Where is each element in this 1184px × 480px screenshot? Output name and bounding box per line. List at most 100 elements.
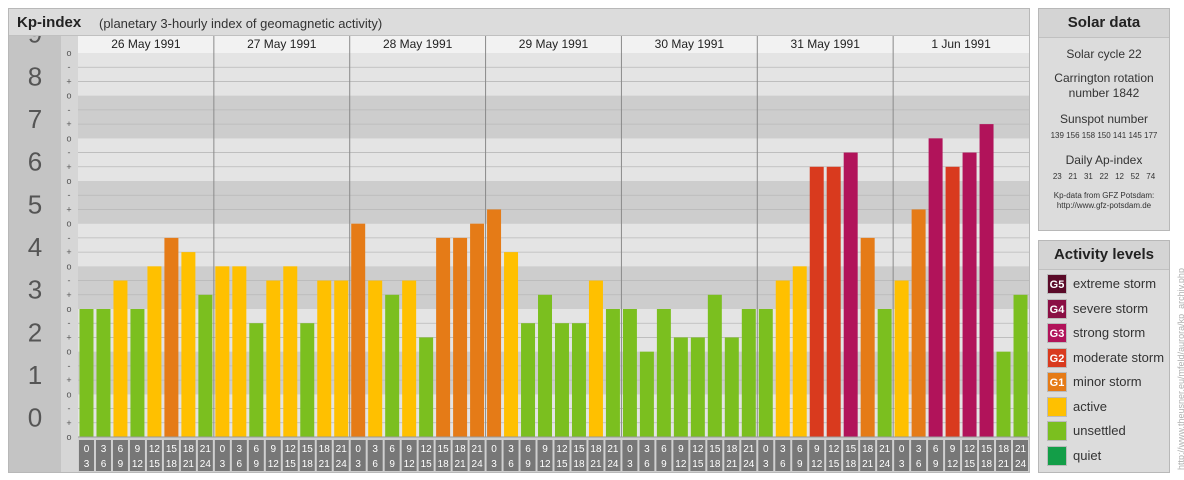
sunspot-title: Sunspot number bbox=[1059, 112, 1149, 126]
time-cell bbox=[860, 440, 876, 471]
credit-url: http://www.theusner.eu/mfeld/aurora/kp_a… bbox=[1176, 268, 1184, 470]
time-label-start: 9 bbox=[678, 444, 684, 455]
time-cell bbox=[316, 440, 332, 471]
activity-level-unsettled: unsettled bbox=[1047, 421, 1167, 441]
time-cell bbox=[758, 440, 774, 471]
date-label: 27 May 1991 bbox=[247, 37, 317, 51]
kp-bar bbox=[317, 280, 332, 437]
time-label-end: 9 bbox=[797, 459, 803, 470]
time-label-start: 9 bbox=[950, 444, 956, 455]
time-label-start: 6 bbox=[254, 444, 260, 455]
y-minor-column bbox=[61, 36, 78, 472]
kp-bar bbox=[504, 252, 519, 437]
time-label-end: 3 bbox=[763, 459, 769, 470]
time-label-end: 24 bbox=[879, 459, 891, 470]
kp-bar bbox=[79, 309, 94, 437]
time-label-end: 6 bbox=[644, 459, 650, 470]
kp-bar bbox=[215, 266, 230, 437]
time-label-end: 18 bbox=[302, 459, 314, 470]
kp-bar bbox=[996, 351, 1011, 437]
time-cell bbox=[231, 440, 247, 471]
kp-bar bbox=[470, 223, 485, 437]
time-label-end: 24 bbox=[743, 459, 755, 470]
chart-subtitle: (planetary 3-hourly index of geomagnetic… bbox=[99, 16, 383, 31]
time-label-end: 24 bbox=[336, 459, 348, 470]
kp-bar bbox=[96, 309, 111, 437]
y-minor-tick-label: + bbox=[66, 76, 71, 86]
time-cell bbox=[350, 440, 366, 471]
time-cell bbox=[622, 440, 638, 471]
y-minor-tick-label: o bbox=[66, 48, 71, 58]
time-cell bbox=[775, 440, 791, 471]
time-label-end: 15 bbox=[828, 459, 840, 470]
time-label-start: 12 bbox=[828, 444, 840, 455]
kp-bar bbox=[826, 166, 841, 438]
kp-bar bbox=[979, 124, 994, 437]
ap-values: 23 21 31 22 12 52 74 bbox=[1052, 172, 1156, 181]
carrington-line-1: Carrington rotation bbox=[1054, 71, 1154, 85]
source-line-2: http://www.gfz-potsdam.de bbox=[1056, 201, 1152, 210]
kp-band bbox=[78, 138, 1029, 181]
time-label-start: 18 bbox=[998, 444, 1010, 455]
time-label-end: 18 bbox=[438, 459, 450, 470]
time-label-end: 24 bbox=[1015, 459, 1027, 470]
kp-band bbox=[78, 223, 1029, 267]
time-cell bbox=[656, 440, 672, 471]
time-cell bbox=[707, 440, 723, 471]
time-cell bbox=[520, 440, 536, 471]
time-label-end: 15 bbox=[556, 459, 568, 470]
time-label-end: 21 bbox=[319, 459, 331, 470]
kp-bar bbox=[894, 280, 909, 437]
activity-level-label: strong storm bbox=[1073, 325, 1146, 340]
kp-bar bbox=[402, 280, 417, 437]
kp-bar bbox=[283, 266, 298, 437]
activity-level-badge: G3 bbox=[1047, 323, 1067, 343]
y-minor-tick-label: + bbox=[66, 204, 71, 214]
time-label-start: 0 bbox=[627, 444, 633, 455]
time-cell bbox=[469, 440, 485, 471]
kp-bar bbox=[300, 323, 315, 437]
activity-level-label: moderate storm bbox=[1073, 349, 1165, 365]
time-label-end: 12 bbox=[132, 459, 144, 470]
time-label-start: 21 bbox=[879, 444, 891, 455]
time-cell bbox=[418, 440, 434, 471]
y-minor-tick-label: + bbox=[66, 119, 71, 129]
time-cell bbox=[79, 440, 94, 471]
y-tick-label: 3 bbox=[28, 275, 42, 305]
time-label-start: 15 bbox=[166, 444, 178, 455]
kp-bar bbox=[555, 323, 569, 437]
time-label-end: 9 bbox=[118, 459, 124, 470]
time-label-end: 3 bbox=[627, 459, 633, 470]
activity-level-badge bbox=[1047, 396, 1067, 417]
time-label-end: 15 bbox=[692, 459, 704, 470]
kp-bar bbox=[198, 294, 213, 437]
time-label-start: 21 bbox=[743, 444, 755, 455]
kp-bar bbox=[368, 280, 383, 437]
time-label-start: 12 bbox=[285, 444, 297, 455]
time-label-end: 9 bbox=[661, 459, 667, 470]
time-cell bbox=[843, 440, 859, 471]
time-cell bbox=[265, 440, 281, 471]
y-minor-tick-label: - bbox=[68, 361, 71, 371]
activity-level-badge: G2 bbox=[1047, 347, 1067, 368]
time-label-end: 3 bbox=[491, 459, 497, 470]
activity-level-badge bbox=[1047, 445, 1067, 466]
kp-bar bbox=[487, 209, 502, 437]
time-label-start: 3 bbox=[237, 444, 243, 455]
time-label-start: 12 bbox=[149, 444, 161, 455]
kp-bar bbox=[436, 237, 451, 437]
time-cell bbox=[639, 440, 655, 471]
time-label-start: 15 bbox=[438, 444, 450, 455]
time-cell bbox=[537, 440, 553, 471]
activity-level-label: minor storm bbox=[1073, 374, 1142, 389]
date-label: 1 Jun 1991 bbox=[931, 37, 991, 51]
time-label-start: 6 bbox=[118, 444, 124, 455]
y-minor-tick-label: o bbox=[66, 261, 71, 271]
time-label-start: 9 bbox=[271, 444, 277, 455]
solar-data-title: Solar data bbox=[1039, 9, 1169, 38]
kp-bar bbox=[945, 166, 960, 438]
time-cell bbox=[979, 440, 995, 471]
time-label-start: 18 bbox=[726, 444, 738, 455]
time-cell bbox=[877, 440, 893, 471]
time-label-end: 21 bbox=[862, 459, 874, 470]
